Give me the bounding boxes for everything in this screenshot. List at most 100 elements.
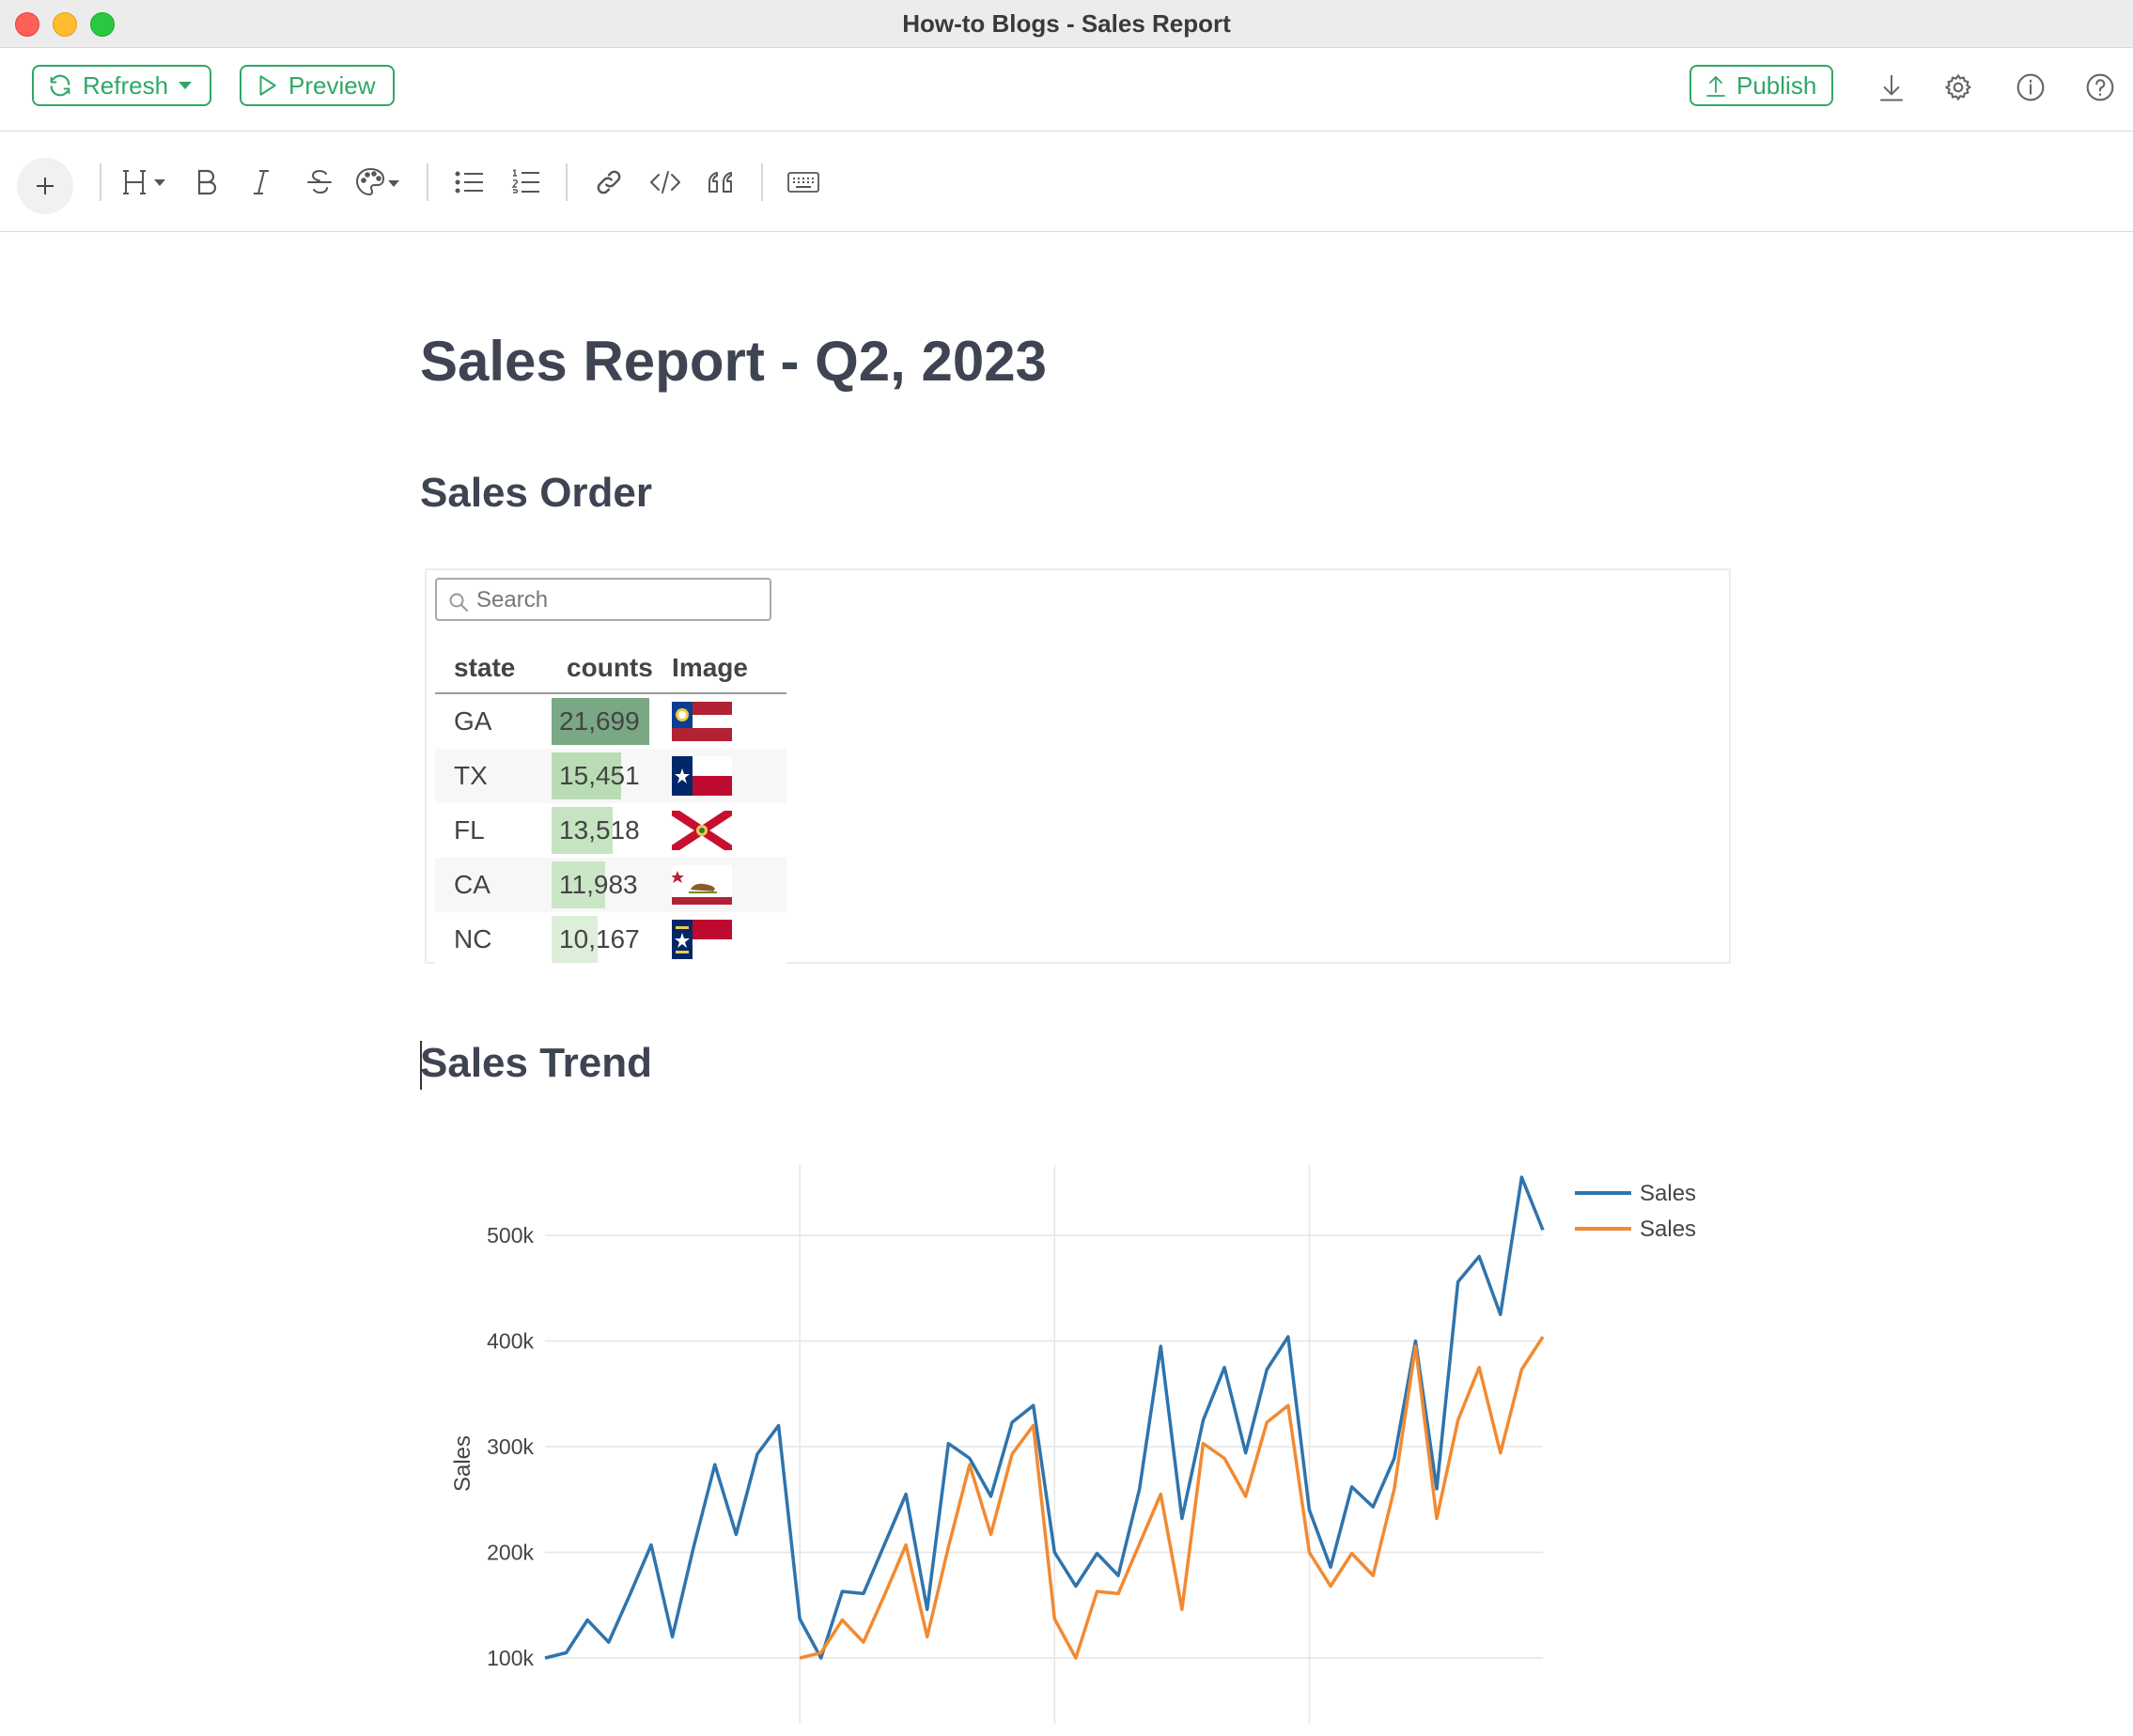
table-row: NC 10,167	[435, 912, 786, 967]
cell-counts: 13,518	[548, 803, 654, 858]
chart-y-ticks: 100k 200k 300k 400k 500k	[487, 1223, 534, 1670]
texas-flag-image	[672, 756, 786, 796]
numbered-list-icon[interactable]	[509, 163, 543, 201]
preview-button[interactable]: Preview	[240, 65, 395, 106]
table-row: FL 13,518	[435, 803, 786, 858]
cell-counts: 10,167	[548, 912, 654, 967]
count-databar	[552, 698, 650, 745]
add-block-button[interactable]	[17, 158, 73, 214]
count-value: 21,699	[559, 706, 640, 736]
upload-icon	[1705, 73, 1727, 98]
count-value: 15,451	[559, 761, 640, 790]
count-value: 13,518	[559, 815, 640, 845]
help-icon[interactable]	[2083, 70, 2117, 104]
window-maximize-button[interactable]	[90, 12, 115, 37]
legend-label: Sales	[1640, 1217, 1696, 1242]
cell-image	[653, 803, 786, 858]
cell-image	[653, 912, 786, 967]
count-value: 10,167	[559, 924, 640, 953]
info-icon[interactable]	[2014, 70, 2047, 104]
table-row: GA 21,699	[435, 693, 786, 749]
link-icon[interactable]	[592, 163, 626, 201]
legend-label: Sales	[1640, 1181, 1696, 1206]
table-header-row: state counts Image	[435, 643, 786, 694]
download-icon[interactable]	[1875, 70, 1908, 104]
california-flag-image	[672, 865, 786, 905]
window-minimize-button[interactable]	[53, 12, 77, 37]
text-cursor	[420, 1041, 422, 1090]
count-value: 11,983	[559, 870, 638, 899]
table-row: CA 11,983	[435, 858, 786, 912]
legend-item[interactable]: Sales	[1575, 1181, 1696, 1206]
bold-icon[interactable]	[192, 163, 222, 201]
bullet-list-icon[interactable]	[453, 163, 487, 201]
toolbar-divider	[566, 163, 568, 201]
y-tick-label: 100k	[487, 1646, 534, 1670]
heading-icon[interactable]	[122, 163, 169, 201]
publish-button[interactable]: Publish	[1689, 65, 1833, 106]
column-header-counts[interactable]: counts	[548, 643, 654, 694]
sales-order-table-panel: state counts Image GA 21,699 TX 15,451 FL 13,…	[425, 568, 1731, 967]
plus-icon	[37, 178, 54, 194]
column-header-state[interactable]: state	[435, 643, 549, 694]
sales-trend-chart: 100k 200k 300k 400k 500k Sales Sales Sales	[450, 1165, 1696, 1724]
sales-order-table: state counts Image GA 21,699 TX 15,451 FL 13,…	[435, 643, 786, 967]
cell-state: NC	[435, 912, 549, 967]
series-line-orange[interactable]	[799, 1336, 1545, 1660]
section-heading-sales-trend: Sales Trend	[420, 1040, 653, 1086]
search-icon	[449, 593, 468, 612]
y-tick-label: 300k	[487, 1434, 534, 1459]
quote-icon[interactable]	[705, 163, 739, 201]
chart-series	[544, 1175, 1545, 1660]
refresh-icon	[47, 72, 73, 99]
toolbar-divider	[427, 163, 428, 201]
count-databar	[552, 916, 598, 963]
preview-label: Preview	[288, 70, 376, 100]
cell-counts: 11,983	[548, 858, 654, 912]
search-input[interactable]	[475, 585, 760, 615]
search-box[interactable]	[435, 578, 771, 621]
code-icon[interactable]	[648, 163, 682, 201]
north-carolina-flag-image	[672, 920, 786, 959]
georgia-flag-image	[672, 702, 786, 741]
page-title: Sales Report - Q2, 2023	[420, 330, 1047, 393]
column-header-image[interactable]: Image	[653, 643, 786, 694]
strikethrough-icon[interactable]	[303, 163, 336, 201]
toolbar-divider	[100, 163, 101, 201]
cell-image	[653, 693, 786, 749]
cell-state: CA	[435, 858, 549, 912]
window-title: How-to Blogs - Sales Report	[902, 9, 1231, 38]
cell-state: GA	[435, 693, 549, 749]
legend-item[interactable]: Sales	[1575, 1217, 1696, 1242]
italic-icon[interactable]	[246, 163, 276, 201]
florida-flag-image	[672, 811, 786, 850]
y-tick-label: 500k	[487, 1223, 534, 1248]
publish-label: Publish	[1736, 70, 1817, 100]
refresh-button[interactable]: Refresh	[32, 65, 211, 106]
y-axis-label: Sales	[450, 1435, 475, 1492]
refresh-label: Refresh	[83, 70, 169, 100]
window-close-button[interactable]	[15, 12, 39, 37]
chart-legend[interactable]: Sales Sales	[1575, 1181, 1696, 1242]
cell-image	[653, 858, 786, 912]
y-tick-label: 400k	[487, 1329, 534, 1354]
chart-gridlines	[545, 1165, 1543, 1724]
format-toolbar	[0, 132, 2133, 232]
chevron-down-icon	[178, 80, 193, 91]
cell-counts: 15,451	[548, 749, 654, 803]
toolbar-divider	[761, 163, 763, 201]
y-tick-label: 200k	[487, 1541, 534, 1565]
table-row: TX 15,451	[435, 749, 786, 803]
gear-icon[interactable]	[1941, 70, 1975, 104]
section-heading-sales-order: Sales Order	[420, 470, 653, 516]
count-databar	[552, 752, 622, 799]
cell-state: FL	[435, 803, 549, 858]
count-databar	[552, 807, 613, 854]
count-databar	[552, 861, 606, 908]
play-icon	[255, 73, 279, 98]
top-toolbar: Refresh Preview Publish	[0, 48, 2133, 132]
keyboard-icon[interactable]	[786, 163, 821, 201]
cell-state: TX	[435, 749, 549, 803]
series-line-blue[interactable]	[544, 1175, 1545, 1660]
palette-icon[interactable]	[355, 163, 402, 201]
